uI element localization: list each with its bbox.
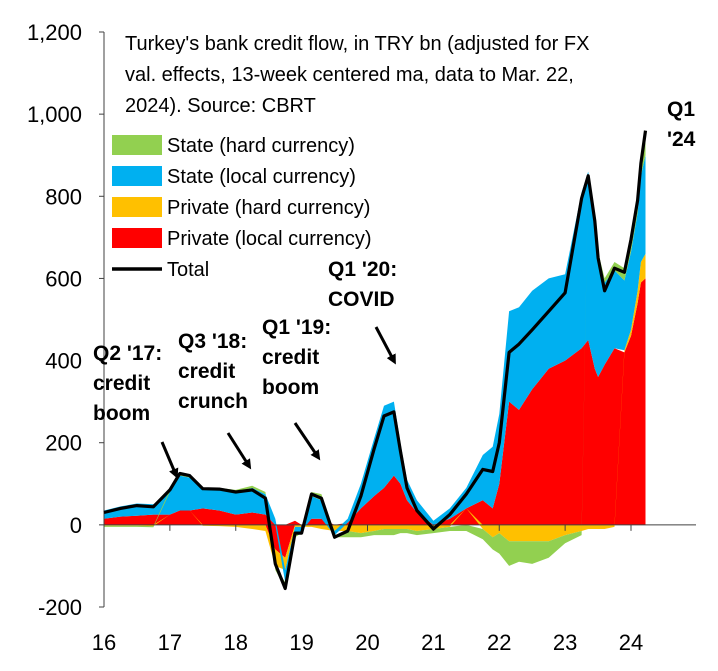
annotation-label: credit (93, 372, 150, 395)
annotation-label: credit (178, 360, 235, 383)
legend-label: State (local currency) (167, 166, 356, 188)
legend-swatch (112, 135, 162, 155)
annotations: Q2 '17: credit boom Q3 '18: credit crunch Q1 '… (93, 98, 696, 479)
annotation-label: Q1 '19: (262, 316, 331, 339)
annotation-arrow (226, 432, 252, 470)
x-tick-label: 18 (224, 630, 248, 655)
annotation-label: crunch (178, 390, 248, 413)
annotation-label: COVID (328, 288, 395, 311)
chart-title: Turkey's bank credit flow, in TRY bn (ad… (125, 33, 589, 117)
annotation-label: boom (93, 402, 150, 425)
legend-label: Private (hard currency) (167, 197, 370, 219)
x-tick-label: 24 (619, 630, 643, 655)
x-tick-label: 16 (92, 630, 116, 655)
annotation-label: Q3 '18: (178, 330, 247, 353)
legend-swatch (112, 166, 162, 186)
annotation-label: credit (262, 346, 319, 369)
annotation-label: Q1 (667, 98, 695, 121)
y-tick-label: 400 (45, 349, 82, 374)
y-tick-label: 600 (45, 266, 82, 291)
tick-labels: -200 0 200 400 600 800 1,000 1,200 16 17 18 19 20 21 2… (27, 20, 643, 655)
total-line-layer (103, 130, 648, 591)
x-tick-label: 22 (487, 630, 511, 655)
title-line: Turkey's bank credit flow, in TRY bn (ad… (125, 33, 589, 55)
y-tick-label: 1,200 (27, 20, 82, 45)
x-tick-label: 21 (421, 630, 445, 655)
total-line (103, 130, 648, 591)
x-tick-label: 20 (355, 630, 379, 655)
title-line: val. effects, 13-week centered ma, data … (125, 64, 574, 86)
legend-label: Private (local currency) (167, 228, 372, 250)
annotation-arrow (293, 422, 321, 461)
annotation-arrow (374, 326, 396, 365)
y-tick-label: 1,000 (27, 102, 82, 127)
annotation-label: boom (262, 376, 319, 399)
annotation-label: Q1 '20: (328, 258, 397, 281)
legend-swatch (112, 197, 162, 217)
annotation-label: '24 (667, 128, 696, 151)
legend-label: Total (167, 259, 209, 281)
y-tick-label: 0 (70, 513, 82, 538)
x-tick-label: 23 (553, 630, 577, 655)
x-tick-label: 17 (158, 630, 182, 655)
y-tick-label: -200 (38, 595, 82, 620)
annotation-label: Q2 '17: (93, 342, 162, 365)
annotation-arrow (160, 441, 179, 479)
x-tick-label: 19 (289, 630, 313, 655)
legend: State (hard currency) State (local curren… (112, 135, 372, 281)
legend-swatch (112, 228, 162, 248)
title-line: 2024). Source: CBRT (125, 95, 316, 117)
y-tick-label: 200 (45, 431, 82, 456)
area-series-0 (104, 278, 646, 558)
y-tick-label: 800 (45, 184, 82, 209)
legend-label: State (hard currency) (167, 135, 355, 157)
